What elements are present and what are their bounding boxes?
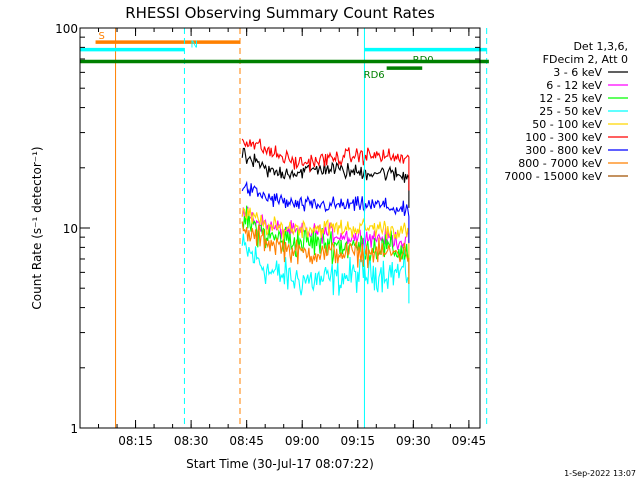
plot-area: S N RD0 RD6 — [80, 28, 489, 428]
y-axis-label: Count Rate (s⁻¹ detector⁻¹) — [30, 146, 44, 309]
x-tick-label-3: 09:00 — [285, 434, 320, 448]
y-tick-label-0: 1 — [70, 422, 78, 436]
axes: 08:15 08:30 08:45 09:00 09:15 09:30 09:45 1 10 10… — [55, 22, 486, 448]
series-line-3 — [241, 233, 410, 304]
marker-label-1: N — [190, 39, 197, 50]
legend-label-8: 7000 - 15000 keV — [504, 170, 602, 183]
x-tick-label-5: 09:30 — [396, 434, 431, 448]
x-tick-label-4: 09:15 — [340, 434, 375, 448]
legend-label-3: 25 - 50 keV — [539, 105, 602, 118]
legend-label-0: 3 - 6 keV — [553, 66, 602, 79]
legend-label-7: 800 - 7000 keV — [518, 157, 602, 170]
green-bar-label-rd6: RD6 — [364, 70, 385, 81]
chart-title: RHESSI Observing Summary Count Rates — [125, 4, 435, 22]
x-tick-label-1: 08:30 — [174, 434, 209, 448]
legend-label-4: 50 - 100 keV — [532, 118, 602, 131]
legend-header-1: FDecim 2, Att 0 — [543, 53, 628, 66]
footer-timestamp: 1-Sep-2022 13:07 — [564, 469, 636, 478]
green-bar-label-rd0: RD0 — [413, 55, 434, 66]
legend-label-1: 6 - 12 keV — [546, 79, 602, 92]
series-line-6 — [241, 180, 410, 244]
legend-label-2: 12 - 25 keV — [539, 92, 602, 105]
series-line-1 — [241, 206, 410, 274]
legend-header-0: Det 1,3,6, — [573, 40, 628, 53]
x-axis-label: Start Time (30-Jul-17 08:07:22) — [186, 457, 374, 471]
series-line-4 — [241, 207, 410, 264]
legend-label-6: 300 - 800 keV — [525, 144, 602, 157]
y-tick-label-1: 10 — [63, 222, 78, 236]
legend-label-5: 100 - 300 keV — [525, 131, 602, 144]
marker-label-0: S — [99, 31, 105, 42]
x-tick-label-0: 08:15 — [118, 434, 153, 448]
series-line-7 — [241, 221, 410, 284]
y-tick-label-2: 100 — [55, 22, 78, 36]
series-line-5 — [241, 138, 410, 191]
x-tick-label-6: 09:45 — [452, 434, 487, 448]
series-line-0 — [241, 147, 410, 208]
x-tick-label-2: 08:45 — [229, 434, 264, 448]
